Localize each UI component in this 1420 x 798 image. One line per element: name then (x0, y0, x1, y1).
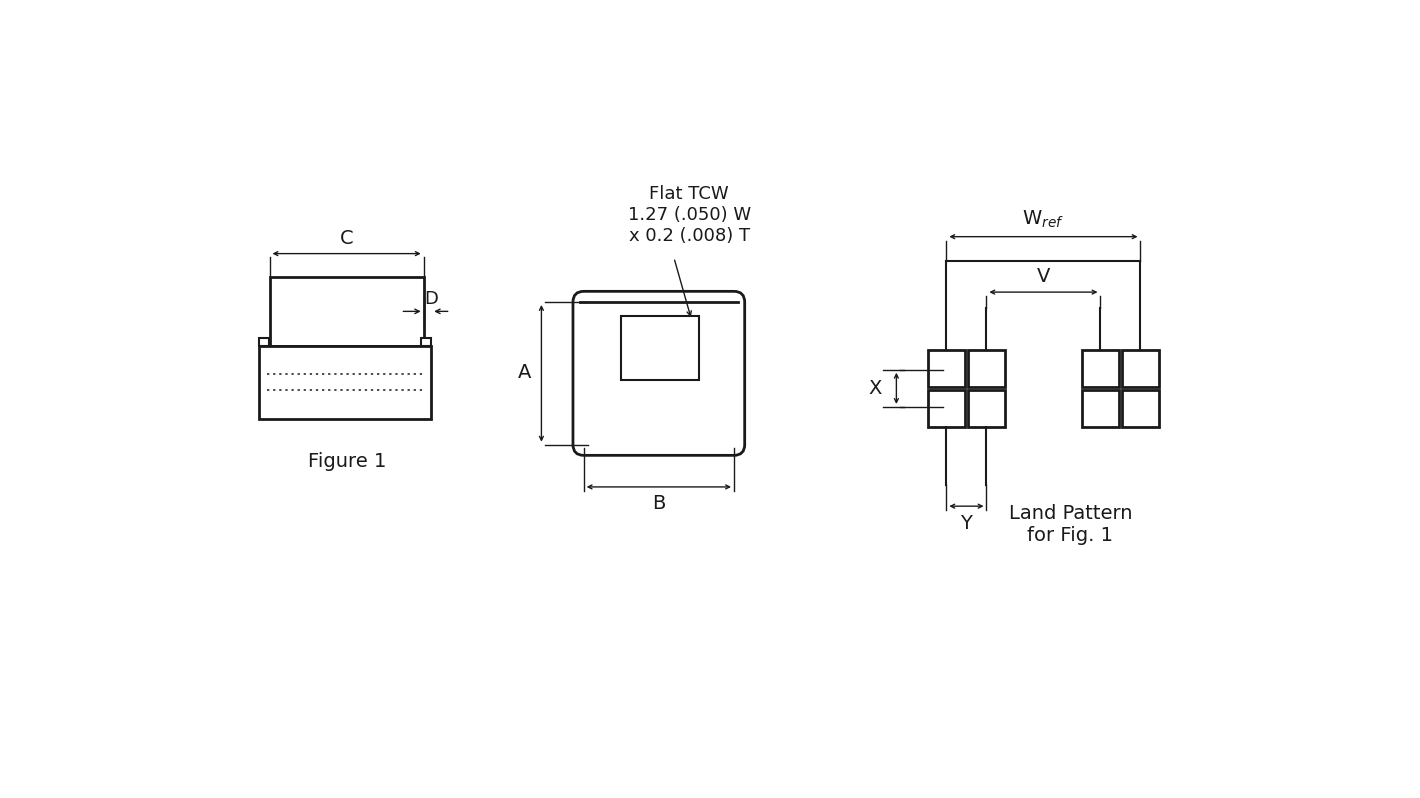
Text: Land Pattern
for Fig. 1: Land Pattern for Fig. 1 (1008, 504, 1132, 545)
Text: B: B (652, 494, 665, 513)
Bar (258, 346, 432, 419)
Text: X: X (868, 379, 882, 398)
Bar (927, 390, 966, 427)
Bar (1082, 390, 1119, 427)
Bar (968, 390, 1005, 427)
Text: W$_{ref}$: W$_{ref}$ (1022, 209, 1065, 231)
Bar (270, 277, 423, 346)
Text: C: C (339, 229, 354, 247)
Bar (422, 338, 432, 346)
Text: D: D (425, 290, 439, 308)
Text: V: V (1037, 267, 1051, 286)
Text: Y: Y (960, 514, 973, 532)
Bar (968, 350, 1005, 387)
FancyBboxPatch shape (574, 291, 744, 456)
Bar (1122, 350, 1159, 387)
Text: Figure 1: Figure 1 (308, 452, 386, 471)
Bar (927, 350, 966, 387)
Bar (1082, 350, 1119, 387)
Text: A: A (518, 363, 531, 382)
Bar (1122, 390, 1159, 427)
Bar (622, 316, 699, 380)
Text: Flat TCW
1.27 (.050) W
x 0.2 (.008) T: Flat TCW 1.27 (.050) W x 0.2 (.008) T (628, 185, 751, 245)
Bar (258, 338, 268, 346)
